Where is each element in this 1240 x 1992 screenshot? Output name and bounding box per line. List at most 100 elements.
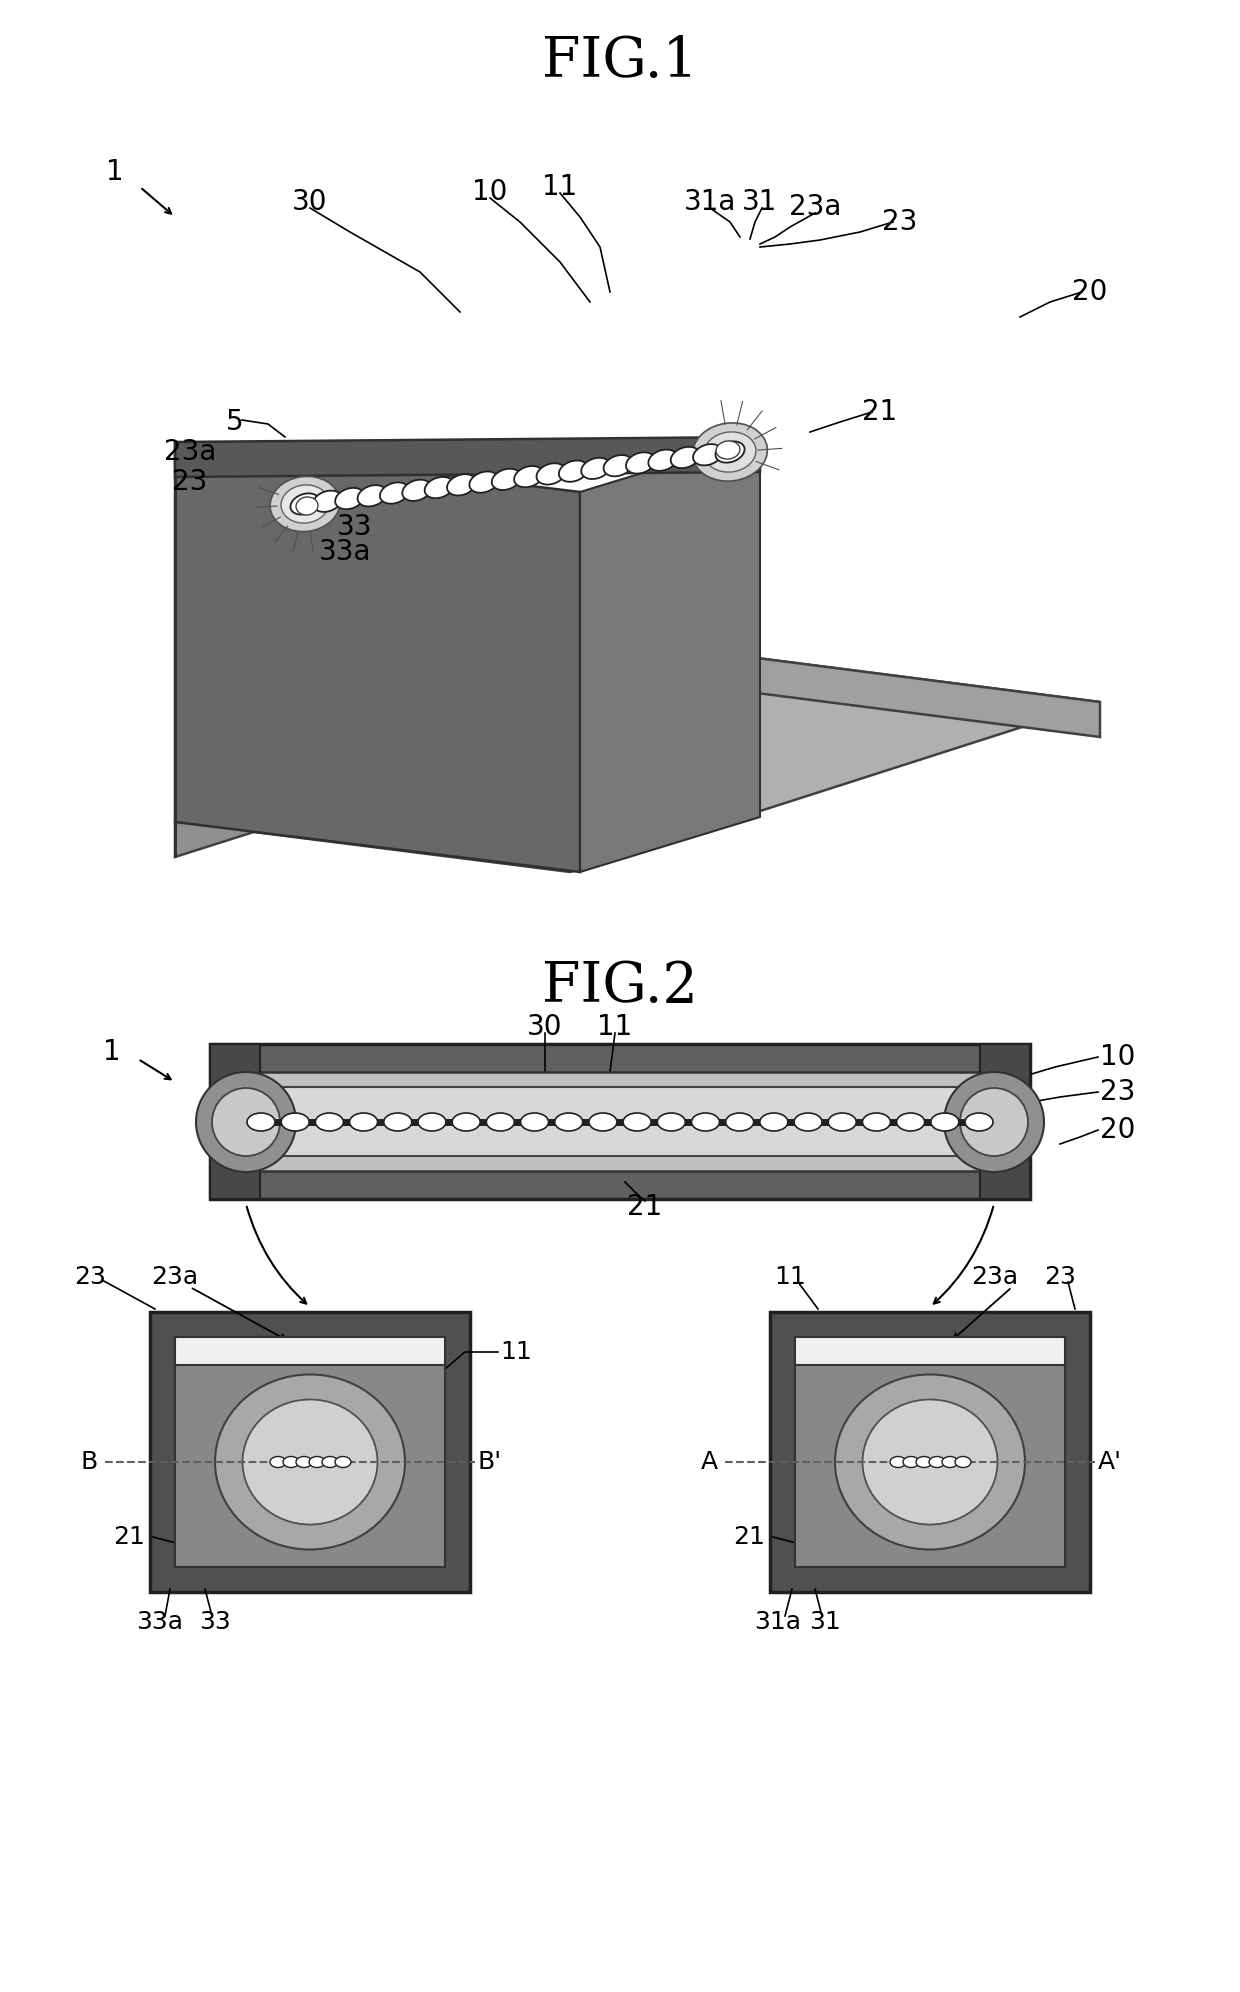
Ellipse shape	[944, 1072, 1044, 1171]
Ellipse shape	[863, 1114, 890, 1131]
Ellipse shape	[243, 1400, 377, 1524]
Text: B: B	[81, 1450, 98, 1474]
Ellipse shape	[290, 494, 320, 514]
Text: 23: 23	[1100, 1078, 1136, 1106]
FancyBboxPatch shape	[980, 1044, 1030, 1199]
Polygon shape	[175, 442, 580, 872]
Ellipse shape	[296, 1456, 312, 1468]
Text: 11: 11	[598, 1014, 632, 1042]
Text: 11: 11	[500, 1341, 532, 1365]
Text: 23: 23	[74, 1265, 105, 1289]
Ellipse shape	[960, 1088, 1028, 1155]
Polygon shape	[175, 436, 760, 476]
Ellipse shape	[715, 442, 744, 462]
FancyBboxPatch shape	[795, 1337, 1065, 1568]
Ellipse shape	[604, 454, 632, 476]
Polygon shape	[580, 436, 760, 872]
Ellipse shape	[247, 1114, 275, 1131]
Ellipse shape	[521, 1114, 548, 1131]
Ellipse shape	[760, 1114, 787, 1131]
Ellipse shape	[357, 486, 387, 506]
Ellipse shape	[335, 1456, 351, 1468]
Ellipse shape	[897, 1114, 925, 1131]
Ellipse shape	[350, 1114, 377, 1131]
Text: 10: 10	[1100, 1044, 1136, 1072]
Ellipse shape	[270, 476, 340, 532]
Text: 23a: 23a	[151, 1265, 198, 1289]
Text: 33a: 33a	[136, 1610, 184, 1633]
Ellipse shape	[693, 444, 722, 466]
Text: 23: 23	[883, 207, 918, 235]
Ellipse shape	[671, 446, 699, 468]
Ellipse shape	[916, 1456, 932, 1468]
Ellipse shape	[554, 1114, 583, 1131]
Text: 20: 20	[1100, 1116, 1136, 1143]
Polygon shape	[175, 651, 711, 857]
Text: B': B'	[477, 1450, 502, 1474]
Text: 23a: 23a	[789, 193, 841, 221]
Ellipse shape	[383, 1114, 412, 1131]
Ellipse shape	[448, 474, 476, 496]
Text: 31: 31	[810, 1610, 841, 1633]
Text: 23a: 23a	[164, 438, 216, 466]
Text: 23: 23	[1044, 1265, 1076, 1289]
Text: 11: 11	[542, 173, 578, 201]
Text: A': A'	[1097, 1450, 1122, 1474]
Ellipse shape	[212, 1088, 280, 1155]
Ellipse shape	[725, 1114, 754, 1131]
FancyBboxPatch shape	[150, 1313, 470, 1592]
Ellipse shape	[693, 422, 768, 482]
Text: 23a: 23a	[971, 1265, 1018, 1289]
Text: 30: 30	[527, 1014, 563, 1042]
Ellipse shape	[335, 488, 365, 510]
FancyBboxPatch shape	[210, 1044, 1030, 1199]
Ellipse shape	[537, 464, 565, 484]
FancyBboxPatch shape	[175, 1337, 445, 1568]
Ellipse shape	[470, 472, 498, 492]
Ellipse shape	[828, 1114, 857, 1131]
Ellipse shape	[589, 1114, 618, 1131]
Ellipse shape	[955, 1456, 971, 1468]
FancyBboxPatch shape	[770, 1313, 1090, 1592]
Ellipse shape	[942, 1456, 959, 1468]
Ellipse shape	[692, 1114, 719, 1131]
Text: 31a: 31a	[754, 1610, 801, 1633]
Ellipse shape	[890, 1456, 906, 1468]
Text: 21: 21	[862, 398, 898, 426]
Ellipse shape	[453, 1114, 480, 1131]
Text: 31: 31	[743, 187, 777, 215]
Ellipse shape	[322, 1456, 339, 1468]
Ellipse shape	[492, 468, 521, 490]
Text: A: A	[701, 1450, 718, 1474]
Ellipse shape	[309, 1456, 325, 1468]
Ellipse shape	[215, 1374, 405, 1550]
Ellipse shape	[657, 1114, 686, 1131]
Ellipse shape	[622, 1114, 651, 1131]
Ellipse shape	[281, 484, 329, 524]
Ellipse shape	[196, 1072, 296, 1171]
Ellipse shape	[582, 458, 610, 478]
Ellipse shape	[486, 1114, 515, 1131]
Ellipse shape	[835, 1374, 1025, 1550]
Text: FIG.2: FIG.2	[542, 960, 698, 1014]
Text: 20: 20	[1073, 279, 1107, 307]
Ellipse shape	[715, 440, 740, 458]
Ellipse shape	[315, 1114, 343, 1131]
Text: 1: 1	[107, 157, 124, 185]
Text: 1: 1	[103, 1038, 120, 1066]
Text: 11: 11	[774, 1265, 806, 1289]
Ellipse shape	[283, 1456, 299, 1468]
Text: 10: 10	[472, 177, 507, 205]
Ellipse shape	[931, 1114, 959, 1131]
Ellipse shape	[704, 432, 756, 472]
Ellipse shape	[965, 1114, 993, 1131]
Text: 33: 33	[337, 514, 373, 542]
Text: 21: 21	[627, 1193, 662, 1221]
FancyBboxPatch shape	[210, 1044, 260, 1199]
Text: 5: 5	[226, 408, 244, 436]
Polygon shape	[711, 651, 1100, 737]
Text: 21: 21	[733, 1526, 765, 1550]
Text: 31a: 31a	[683, 187, 737, 215]
Ellipse shape	[626, 452, 655, 474]
Ellipse shape	[515, 466, 543, 488]
